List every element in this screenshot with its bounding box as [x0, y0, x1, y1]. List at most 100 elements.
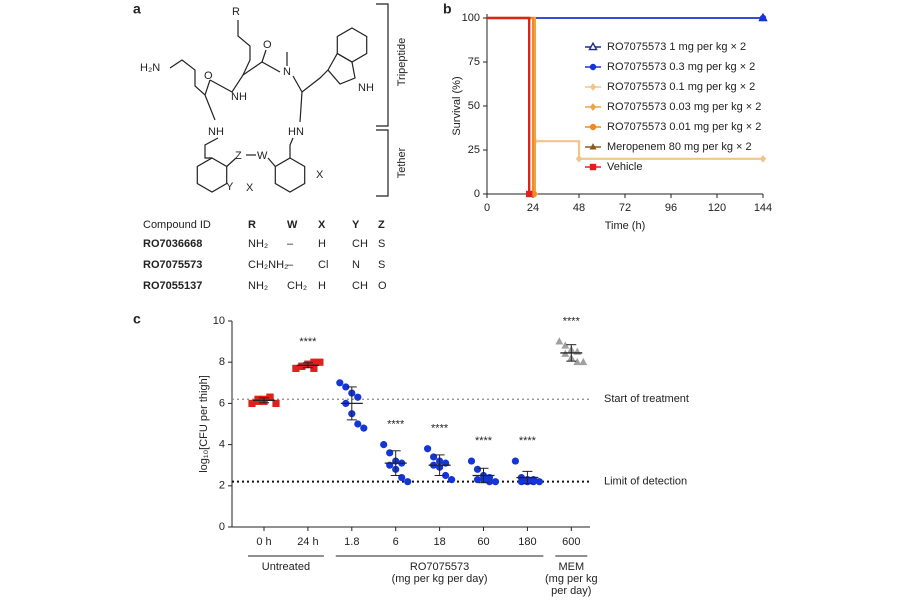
bond [267, 157, 276, 167]
atom-label: O [204, 70, 213, 82]
marker [354, 420, 362, 428]
table-header: X [318, 219, 326, 231]
table-cell: CH [352, 238, 368, 250]
marker [573, 357, 582, 366]
table-cell: O [378, 280, 387, 292]
marker [575, 154, 583, 163]
y-tick-label: 0 [474, 188, 480, 200]
legend-label: RO7075573 0.03 mg per kg × 2 [607, 101, 761, 113]
x-tick-label: 72 [619, 202, 631, 214]
marker [448, 476, 456, 484]
x-tick-label: 1.8 [344, 536, 359, 548]
marker [354, 393, 362, 401]
marker [589, 123, 597, 131]
significance: **** [387, 419, 405, 431]
atom-label: N [283, 66, 291, 78]
ring [196, 157, 228, 193]
marker [336, 379, 344, 387]
table-cell: RO7036668 [143, 238, 202, 250]
legend-label: Vehicle [607, 161, 642, 173]
legend-label: RO7075573 0.3 mg per kg × 2 [607, 61, 755, 73]
structure: R H₂N O NH O N NH NH HN Z W X X Y Tripep… [140, 3, 408, 197]
atom-label: X [246, 182, 254, 194]
bond [226, 157, 237, 167]
marker [485, 478, 494, 486]
atom-label: NH [358, 82, 374, 94]
panel-label: a [133, 1, 141, 17]
table-cell: RO7075573 [143, 259, 202, 271]
group-label: Untreated [262, 561, 310, 573]
significance: **** [475, 435, 493, 447]
table-header: W [287, 219, 298, 231]
atom-label: NH [208, 126, 224, 138]
x-tick-label: 144 [754, 202, 772, 214]
survival-line [487, 16, 537, 194]
marker [310, 358, 318, 366]
bond [292, 69, 329, 93]
x-tick-label: 96 [665, 202, 677, 214]
table-cell: CH [352, 280, 368, 292]
x-tick-label: 120 [708, 202, 726, 214]
group-label: MEM [558, 561, 584, 573]
marker [759, 14, 767, 22]
marker [589, 83, 597, 91]
table-cell: NH₂ [248, 238, 268, 250]
table-cell: H [318, 280, 326, 292]
survival-line [487, 16, 531, 194]
marker [511, 457, 519, 465]
bond [169, 59, 211, 97]
x-tick-label: 60 [477, 536, 489, 548]
table-cell: S [378, 259, 385, 271]
marker [467, 457, 476, 465]
marker [292, 364, 300, 372]
marker [491, 478, 500, 486]
bond [237, 20, 251, 76]
group-label: (mg per kg per day) [392, 573, 488, 585]
table-cell: – [287, 259, 294, 271]
marker [561, 341, 570, 349]
ring [327, 52, 356, 85]
marker [473, 465, 482, 473]
marker [298, 362, 306, 370]
marker [248, 399, 256, 407]
x-tick-label: 0 [484, 202, 490, 214]
y-axis-label: Survival (%) [451, 76, 463, 135]
group-label: RO7075573 [410, 561, 469, 573]
table-cell: RO7055137 [143, 280, 202, 292]
table-cell: NH₂ [248, 280, 268, 292]
table-header: Z [378, 219, 385, 231]
atom-label: Z [235, 150, 242, 162]
bond [209, 61, 281, 93]
marker [759, 154, 767, 163]
marker [254, 395, 262, 403]
bracket-label: Tether [396, 147, 408, 178]
y-axis-label: log₁₀[CFU per thigh] [198, 375, 210, 473]
table-cell: CH₂ [287, 280, 307, 292]
significance: **** [299, 336, 317, 348]
marker [266, 393, 274, 401]
y-tick-label: 4 [219, 439, 225, 451]
atom-label: NH [231, 91, 247, 103]
significance: **** [431, 423, 449, 435]
x-axis-label: Time (h) [605, 220, 646, 232]
bond [289, 137, 294, 158]
x-tick-label: 18 [433, 536, 445, 548]
x-tick-label: 24 [527, 202, 539, 214]
significance: **** [563, 316, 581, 328]
bracket [376, 129, 389, 197]
x-tick-label: 600 [562, 536, 580, 548]
table-cell: Cl [318, 259, 328, 271]
x-tick-label: 48 [573, 202, 585, 214]
survival-line [487, 16, 531, 194]
atom-label: Y [226, 181, 234, 193]
marker [442, 471, 450, 480]
reference-label: Limit of detection [604, 476, 687, 488]
table-header: Y [352, 219, 360, 231]
atom-label: HN [288, 126, 304, 138]
table-cell: S [378, 238, 385, 250]
marker [555, 337, 564, 345]
marker [589, 163, 597, 171]
table-header: Compound ID [143, 219, 211, 231]
ring [336, 27, 368, 63]
